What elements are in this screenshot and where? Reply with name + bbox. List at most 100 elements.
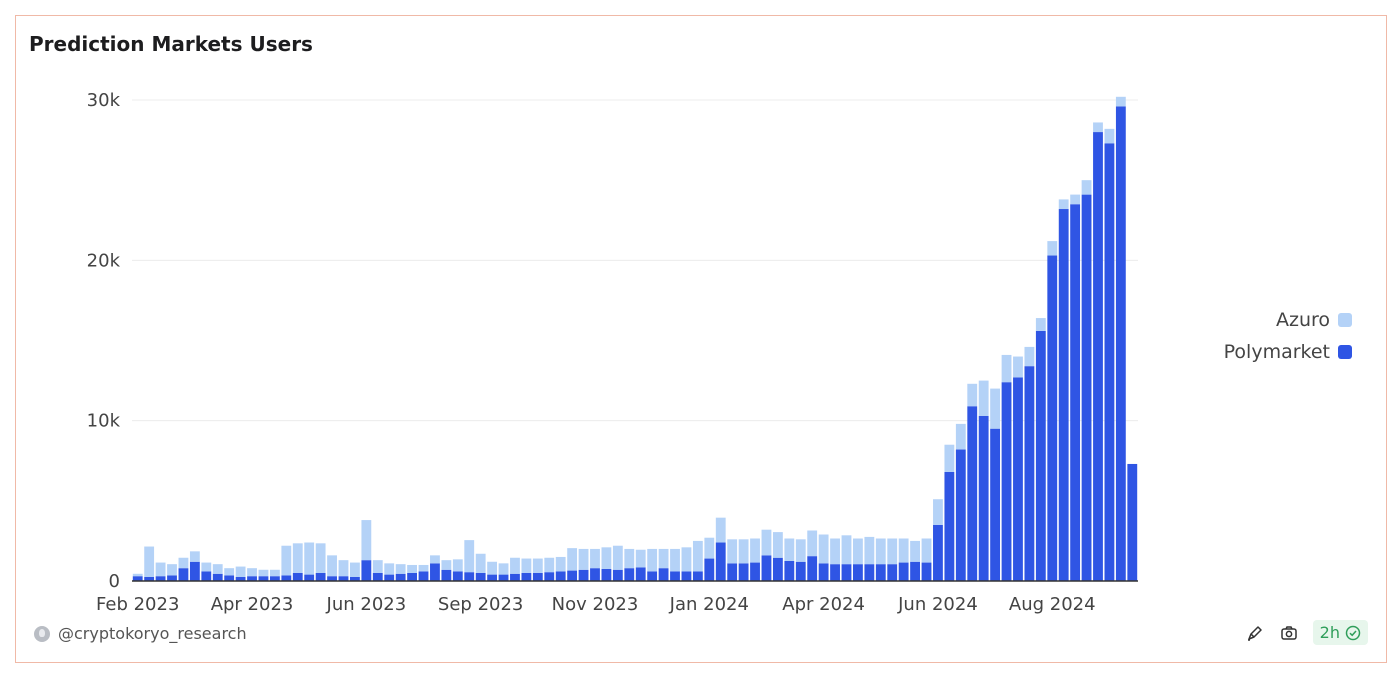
bar-polymarket [178, 568, 189, 581]
bar-azuro [1058, 199, 1069, 210]
bar-polymarket [841, 564, 852, 581]
bar-polymarket [189, 561, 200, 581]
bar-polymarket [818, 563, 829, 581]
bar-polymarket [1127, 463, 1138, 581]
bar-polymarket [681, 571, 692, 581]
bar-azuro [590, 548, 600, 569]
bar-azuro [521, 558, 532, 573]
bar-polymarket [452, 571, 463, 581]
bar-azuro [201, 562, 212, 572]
bar-azuro [430, 555, 440, 564]
bar-polymarket [1013, 377, 1023, 581]
bar-azuro [212, 564, 223, 574]
bar-polymarket [418, 571, 429, 581]
bar-azuro [624, 548, 635, 569]
bar-azuro [704, 537, 715, 559]
bar-azuro [1024, 346, 1035, 367]
bar-polymarket [521, 572, 532, 581]
bar-azuro [612, 545, 623, 570]
bar-polymarket [304, 574, 315, 581]
bar-azuro [578, 548, 589, 570]
bar-azuro [921, 538, 932, 563]
bar-azuro [1093, 122, 1103, 133]
bar-polymarket [1081, 194, 1092, 581]
bar-polymarket [544, 572, 555, 581]
bar-azuro [772, 532, 783, 558]
bar-azuro [955, 423, 966, 450]
bar-azuro [1070, 194, 1081, 205]
bar-azuro [315, 543, 326, 573]
bar-azuro [464, 540, 475, 573]
bar-polymarket [1058, 209, 1069, 581]
bar-azuro [350, 562, 360, 577]
bar-azuro [327, 555, 337, 577]
bar-polymarket [338, 576, 349, 581]
bar-polymarket [464, 572, 475, 581]
bar-polymarket [795, 561, 806, 581]
bar-azuro [532, 558, 543, 573]
bar-azuro [875, 538, 886, 565]
bar-polymarket [933, 524, 943, 581]
bar-azuro [189, 551, 200, 562]
legend-label-azuro: Azuro [1275, 309, 1330, 331]
bar-azuro [647, 548, 658, 572]
author-credit[interactable]: @cryptokoryo_research [34, 624, 247, 643]
x-tick-label: Jun 2023 [326, 594, 407, 615]
bar-azuro [1035, 318, 1046, 331]
x-tick-label: Jun 2024 [897, 594, 978, 615]
bar-azuro [281, 545, 292, 576]
bar-polymarket [1024, 366, 1035, 581]
x-tick-label: Aug 2024 [1009, 594, 1096, 615]
bar-azuro [933, 499, 943, 525]
bar-azuro [544, 557, 555, 573]
x-tick-label: Nov 2023 [552, 594, 639, 615]
bar-azuro [269, 569, 280, 577]
bar-polymarket [212, 573, 223, 581]
x-tick-label: Sep 2023 [438, 594, 523, 615]
camera-icon[interactable] [1279, 623, 1299, 643]
bar-polymarket [384, 574, 395, 581]
bar-azuro [407, 564, 417, 573]
bar-polymarket [167, 575, 177, 581]
bar-polymarket [144, 576, 155, 581]
bar-azuro [292, 543, 303, 573]
bar-azuro [441, 560, 452, 570]
bar-azuro [144, 546, 155, 577]
bar-polymarket [350, 576, 360, 581]
bar-azuro [510, 557, 520, 574]
avatar-icon [34, 625, 50, 642]
bar-azuro [258, 569, 269, 577]
bar-polymarket [967, 406, 978, 581]
bar-azuro [247, 568, 257, 577]
bar-azuro [670, 548, 680, 572]
bar-azuro [384, 563, 395, 575]
bar-polymarket [258, 576, 269, 581]
bar-polymarket [1035, 330, 1046, 581]
bar-polymarket [761, 555, 772, 581]
bar-azuro [304, 542, 315, 575]
refresh-badge-label: 2h [1319, 623, 1340, 642]
bar-polymarket [692, 571, 703, 581]
bar-polymarket [955, 449, 966, 581]
bar-azuro [475, 553, 486, 573]
legend-item-azuro[interactable]: Azuro [1224, 304, 1352, 336]
bar-polymarket [578, 569, 589, 581]
bar-polymarket [887, 564, 898, 581]
bar-azuro [224, 568, 235, 576]
bar-polymarket [361, 560, 372, 581]
legend-item-polymarket[interactable]: Polymarket [1224, 336, 1352, 368]
bar-polymarket [555, 571, 566, 581]
y-tick-label: 0 [109, 571, 120, 592]
bar-azuro [635, 549, 646, 568]
bar-azuro [567, 548, 578, 571]
refresh-badge[interactable]: 2h [1312, 620, 1368, 645]
author-name: @cryptokoryo_research [58, 624, 247, 643]
bar-azuro [178, 557, 189, 569]
bar-azuro [944, 444, 955, 472]
bar-polymarket [624, 568, 635, 581]
edit-icon[interactable] [1245, 623, 1265, 643]
bar-polymarket [990, 428, 1001, 581]
bar-polymarket [647, 571, 658, 581]
bar-polymarket [978, 415, 989, 581]
